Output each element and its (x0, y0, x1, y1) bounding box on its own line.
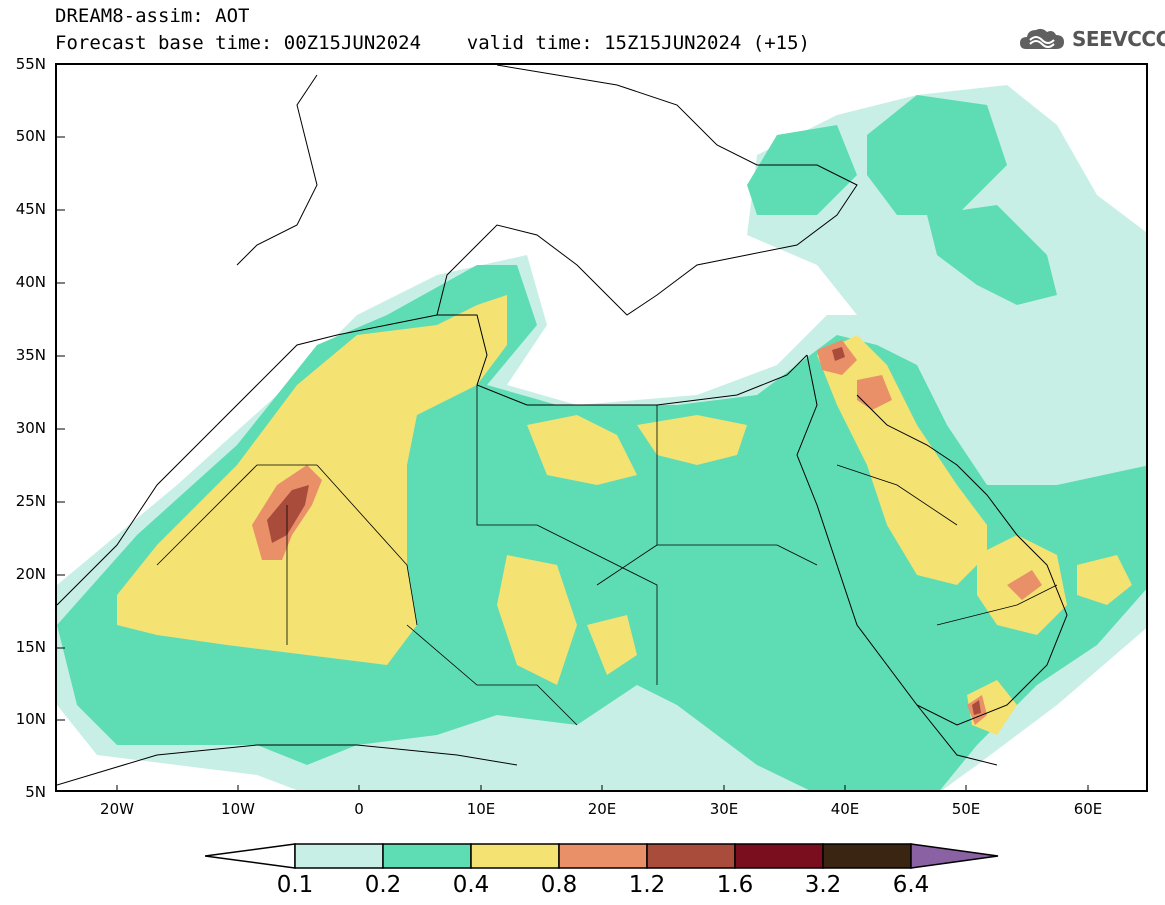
lat-label-10n: 10N (15, 710, 46, 728)
colorbar-arrow-low (205, 843, 296, 869)
lat-label-15n: 15N (15, 638, 46, 656)
lat-label-45n: 45N (15, 200, 46, 218)
colorbar (205, 842, 1000, 870)
seevccc-logo: SEEVCCC (1018, 24, 1165, 54)
lat-label-25n: 25N (15, 492, 46, 510)
lon-label-40e: 40E (830, 800, 860, 818)
lon-label-20w: 20W (100, 800, 134, 818)
lat-label-20n: 20N (15, 565, 46, 583)
lat-label-40n: 40N (15, 273, 46, 291)
colorbar-box-0.1 (294, 843, 384, 869)
colorbar-label-0.2: 0.2 (364, 872, 402, 898)
colorbar-arrow-high (910, 843, 999, 869)
lon-label-30e: 30E (709, 800, 739, 818)
colorbar-box-0.2 (382, 843, 472, 869)
country-borders (156, 385, 1058, 726)
colorbar-label-1.6: 1.6 (716, 872, 754, 898)
lat-label-5n: 5N (25, 783, 46, 801)
colorbar-label-1.2: 1.2 (628, 872, 666, 898)
lat-label-30n: 30N (15, 419, 46, 437)
lon-label-50e: 50E (951, 800, 981, 818)
colorbar-label-0.8: 0.8 (540, 872, 578, 898)
colorbar-box-0.8 (558, 843, 648, 869)
coastlines (57, 65, 1068, 786)
lon-label-0: 0 (354, 800, 364, 818)
forecast-time-line: Forecast base time: 00Z15JUN2024 valid t… (55, 32, 810, 54)
aot-band-1.2 (267, 347, 981, 715)
lon-label-20e: 20E (587, 800, 617, 818)
cloud-logo-icon (1018, 25, 1068, 53)
lat-label-50n: 50N (15, 127, 46, 145)
logo-text: SEEVCCC (1072, 27, 1165, 51)
lat-label-35n: 35N (15, 346, 46, 364)
colorbar-box-1.2 (646, 843, 736, 869)
colorbar-box-0.4 (470, 843, 560, 869)
colorbar-label-3.2: 3.2 (804, 872, 842, 898)
colorbar-label-0.1: 0.1 (276, 872, 314, 898)
aot-map (55, 63, 1148, 792)
lon-label-60e: 60E (1073, 800, 1103, 818)
colorbar-box-3.2 (822, 843, 912, 869)
map-title: DREAM8-assim: AOT (55, 5, 250, 27)
colorbar-label-0.4: 0.4 (452, 872, 490, 898)
lat-label-55n: 55N (15, 55, 46, 73)
lon-label-10e: 10E (466, 800, 496, 818)
colorbar-label-6.4: 6.4 (892, 872, 930, 898)
lon-label-10w: 10W (221, 800, 255, 818)
graticule (57, 136, 1089, 790)
colorbar-box-1.6 (734, 843, 824, 869)
